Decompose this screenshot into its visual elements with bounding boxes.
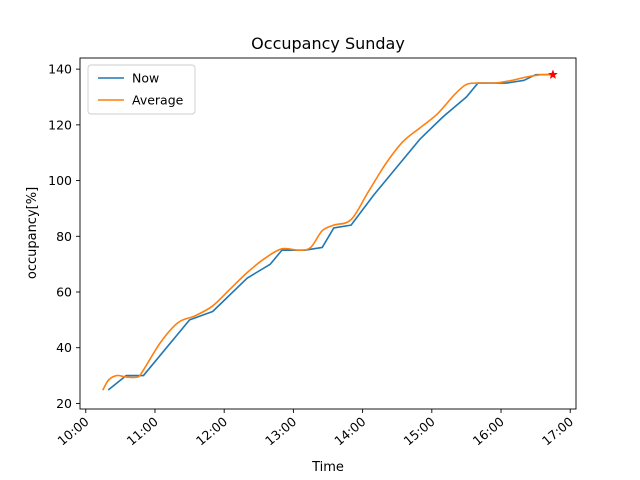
y-tick-label: 120 — [48, 117, 72, 132]
x-axis-label: Time — [311, 460, 344, 475]
legend: Now Average — [87, 64, 196, 115]
y-axis-label: occupancy[%] — [25, 187, 40, 279]
chart-title: Occupancy Sunday — [251, 34, 405, 53]
y-tick-label: 40 — [56, 340, 72, 355]
current-marker-star — [547, 69, 559, 80]
legend-label-average: Average — [132, 93, 184, 108]
y-tick-label: 60 — [56, 285, 72, 300]
axes-frame — [79, 57, 577, 410]
legend-label-now: Now — [132, 71, 159, 86]
y-tick-label: 80 — [56, 229, 72, 244]
plot-area — [101, 69, 559, 391]
series-line-now — [107, 73, 554, 391]
y-tick-label: 140 — [48, 62, 72, 77]
y-tick-label: 100 — [48, 173, 72, 188]
series-line-average — [101, 73, 554, 391]
y-tick-label: 20 — [56, 396, 72, 411]
